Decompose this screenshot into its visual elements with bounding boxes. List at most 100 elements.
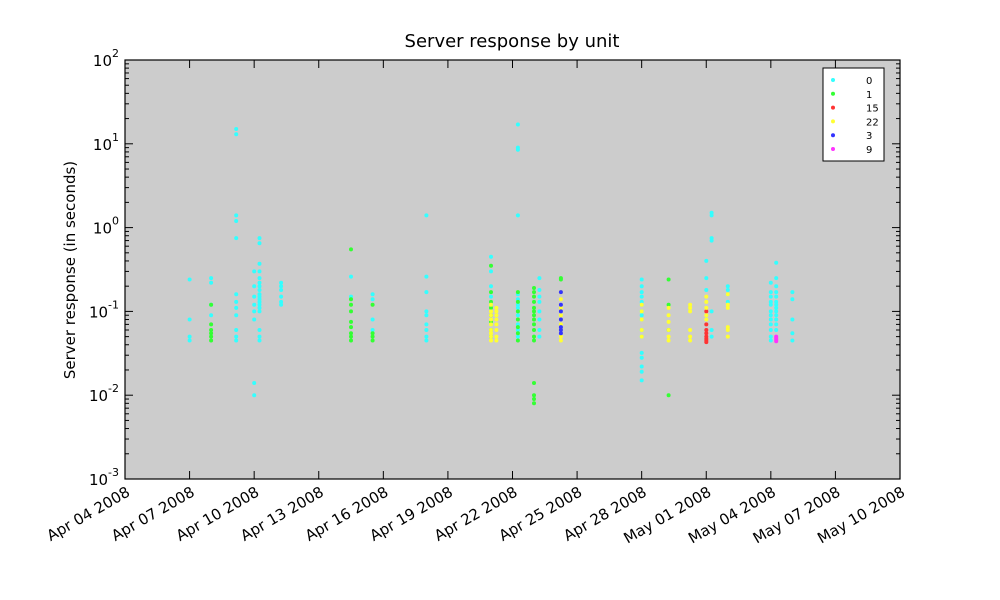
data-point-series-22: [704, 294, 709, 299]
data-point-series-0: [704, 258, 709, 263]
data-point-series-1: [489, 290, 493, 295]
data-point-series-22: [639, 334, 644, 339]
data-point-series-0: [489, 254, 493, 259]
data-point-series-22: [725, 302, 730, 307]
data-point-series-0: [639, 364, 644, 369]
data-point-series-0: [774, 313, 779, 318]
data-point-series-0: [234, 292, 239, 297]
data-point-series-0: [257, 269, 262, 274]
data-point-series-22: [688, 338, 693, 343]
data-point-series-0: [774, 309, 779, 314]
data-point-series-1: [370, 334, 375, 339]
data-point-series-22: [688, 305, 693, 310]
data-point-series-22: [666, 328, 671, 332]
legend: 0 1 15 22 3 9: [822, 67, 885, 162]
data-point-series-1: [349, 338, 353, 343]
data-point-series-9: [774, 339, 779, 344]
data-point-series-22: [639, 328, 644, 332]
y-tick-label: 102: [93, 47, 119, 70]
data-point-series-0: [424, 334, 429, 339]
data-point-series-0: [790, 290, 795, 295]
data-point-series-1: [349, 297, 353, 302]
data-point-series-1: [515, 299, 520, 304]
data-point-series-0: [639, 369, 644, 374]
data-point-series-0: [515, 334, 520, 339]
data-point-series-1: [349, 334, 353, 339]
data-point-series-0: [252, 294, 257, 299]
data-point-series-0: [515, 305, 520, 310]
data-point-series-1: [532, 299, 536, 304]
data-point-series-0: [768, 317, 773, 322]
data-point-series-0: [489, 284, 493, 289]
data-point-series-0: [257, 261, 262, 266]
data-point-series-22: [489, 309, 493, 314]
data-point-series-0: [537, 276, 542, 281]
legend-label-1: 1: [866, 90, 872, 101]
data-point-series-0: [709, 238, 714, 243]
data-point-series-0: [234, 127, 239, 131]
data-point-series-22: [494, 338, 499, 343]
data-point-series-22: [494, 334, 499, 339]
data-point-series-1: [209, 302, 214, 307]
legend-box: [822, 67, 885, 162]
legend-label-15: 15: [866, 104, 879, 115]
data-point-series-1: [532, 334, 536, 339]
data-point-series-0: [768, 294, 773, 299]
data-point-series-15: [704, 340, 709, 345]
data-point-series-0: [489, 294, 493, 299]
data-point-series-0: [370, 317, 375, 322]
data-point-series-0: [774, 294, 779, 299]
data-point-series-0: [639, 277, 644, 282]
data-point-series-1: [515, 290, 520, 295]
y-axis-label: Server response (in seconds): [61, 161, 79, 379]
data-point-series-0: [515, 122, 520, 127]
data-point-series-1: [489, 305, 493, 310]
data-point-series-0: [257, 328, 262, 332]
data-point-series-0: [515, 313, 520, 318]
data-point-series-1: [532, 393, 536, 398]
data-point-series-22: [489, 322, 493, 327]
data-point-series-3: [558, 325, 563, 330]
data-point-series-1: [209, 328, 214, 332]
data-point-series-1: [370, 331, 375, 336]
data-point-series-0: [209, 313, 214, 318]
data-point-series-0: [639, 294, 644, 299]
legend-marker-22: [831, 119, 835, 124]
data-point-series-0: [252, 309, 257, 314]
legend-marker-9: [831, 147, 835, 151]
data-point-series-22: [725, 292, 730, 297]
data-point-series-0: [515, 213, 520, 218]
data-point-series-0: [424, 313, 429, 318]
data-point-series-0: [768, 299, 773, 304]
data-point-series-22: [489, 334, 493, 339]
data-point-series-0: [709, 334, 714, 339]
y-axis: 10-3 10-2 10-1 100 101 102: [89, 47, 900, 489]
data-point-series-22: [494, 305, 499, 310]
data-point-series-0: [187, 317, 192, 322]
data-point-series-22: [639, 309, 644, 314]
data-point-series-22: [688, 302, 693, 307]
legend-label-9: 9: [866, 145, 872, 156]
data-point-series-0: [774, 260, 779, 265]
data-point-series-0: [257, 299, 262, 304]
data-point-series-22: [558, 305, 563, 310]
legend-label-0: 0: [866, 76, 872, 87]
data-point-series-0: [704, 288, 709, 292]
data-point-series-22: [489, 331, 493, 336]
data-point-series-0: [774, 317, 779, 322]
data-point-series-22: [725, 305, 730, 310]
data-point-series-0: [774, 276, 779, 281]
data-point-series-0: [424, 213, 429, 218]
data-point-series-0: [257, 288, 262, 292]
data-point-series-1: [515, 317, 520, 322]
legend-marker-0: [831, 78, 835, 82]
data-point-series-3: [558, 317, 563, 322]
data-point-series-0: [279, 284, 284, 289]
data-point-series-22: [666, 319, 671, 324]
data-point-series-0: [279, 299, 284, 304]
data-point-series-0: [252, 284, 257, 289]
data-point-series-22: [704, 317, 709, 322]
data-point-series-1: [532, 317, 536, 322]
data-point-series-0: [768, 313, 773, 318]
data-point-series-0: [774, 290, 779, 295]
